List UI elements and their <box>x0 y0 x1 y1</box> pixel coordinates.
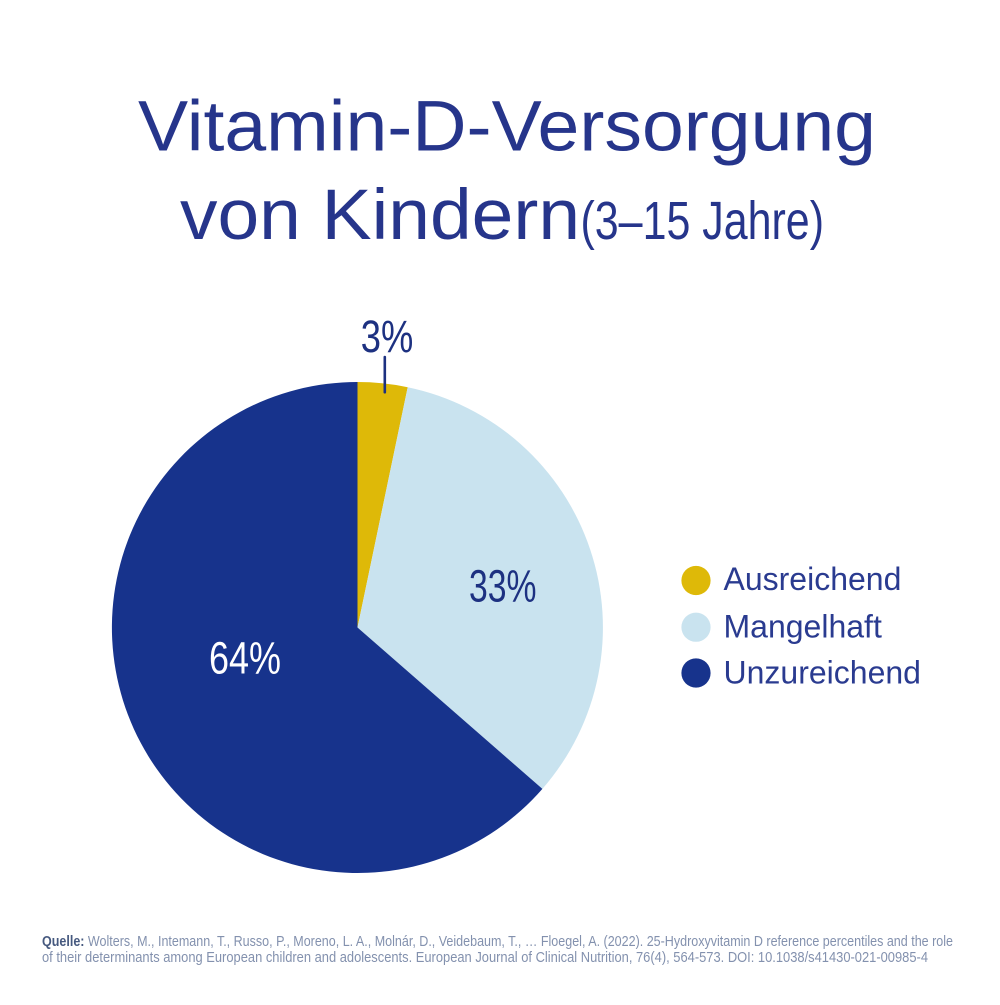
svg-text:Quelle: Wolters, M., Intemann,: Quelle: Wolters, M., Intemann, T., Russo… <box>42 934 953 950</box>
svg-text:64%: 64% <box>209 633 281 684</box>
svg-text:von Kindern: von Kindern <box>180 176 580 255</box>
svg-text:3%: 3% <box>361 311 414 362</box>
svg-text:Ausreichend: Ausreichend <box>724 561 902 597</box>
svg-text:Mangelhaft: Mangelhaft <box>724 608 882 644</box>
svg-text:(3–15 Jahre): (3–15 Jahre) <box>581 191 825 251</box>
svg-text:Unzureichend: Unzureichend <box>724 655 921 691</box>
svg-text:33%: 33% <box>469 560 537 611</box>
svg-text:Vitamin-D-Versorgung: Vitamin-D-Versorgung <box>138 88 876 167</box>
svg-text:of their determinants among Eu: of their determinants among European chi… <box>42 950 928 966</box>
